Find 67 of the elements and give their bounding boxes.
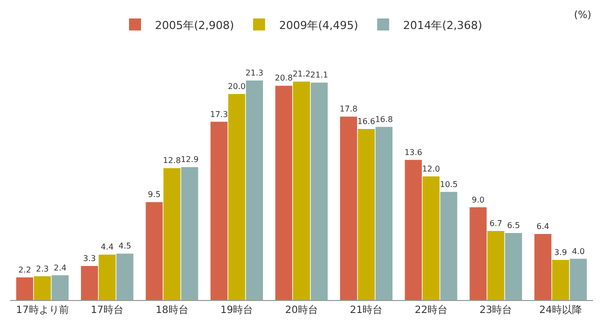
- data-label: 3.9: [554, 248, 567, 257]
- data-label: 2.4: [54, 263, 66, 272]
- bar: [228, 94, 246, 300]
- bar: [375, 126, 392, 300]
- bar: [505, 233, 522, 300]
- data-label: 17.8: [340, 104, 358, 114]
- x-tick-label: 22時台: [414, 304, 448, 316]
- bar: [116, 254, 134, 300]
- x-tick-label: 20時台: [285, 304, 318, 316]
- text: (%): [574, 10, 592, 21]
- bar: [440, 192, 458, 300]
- data-label: 12.0: [422, 164, 440, 174]
- bar: [246, 80, 263, 300]
- x-tick-label: 24時以降: [539, 304, 582, 316]
- x-tick-label: 18時台: [156, 304, 188, 316]
- data-label: 20.8: [274, 74, 293, 83]
- bar: [16, 277, 34, 300]
- bar: [358, 128, 375, 300]
- legend-label: 2005年(2,908): [155, 18, 234, 32]
- data-label: 21.2: [292, 70, 310, 79]
- bar: [146, 202, 163, 300]
- data-label: 4.5: [118, 242, 132, 251]
- bar: [422, 176, 440, 300]
- bar: [275, 86, 292, 300]
- data-label: 21.3: [246, 68, 264, 78]
- data-label: 6.4: [536, 222, 550, 232]
- data-label: 12.9: [180, 155, 199, 164]
- data-label: 6.5: [507, 221, 520, 230]
- bar: [340, 116, 358, 300]
- data-label: 17.3: [210, 110, 228, 119]
- bar: [310, 82, 328, 300]
- x-tick-label: 17時台: [90, 304, 124, 316]
- bar: [487, 230, 504, 300]
- data-label: 20.0: [228, 82, 246, 91]
- data-label: 4.0: [572, 246, 585, 256]
- x-tick-label: 23時台: [479, 304, 512, 316]
- data-label: 9.5: [148, 190, 161, 200]
- x-tick-label: 17時より前: [16, 304, 69, 316]
- bar: [570, 258, 587, 300]
- x-tick-label: 21時台: [350, 304, 383, 316]
- x-tick-label: 19時台: [220, 304, 254, 316]
- data-label: 2.3: [36, 264, 49, 274]
- data-label: 9.0: [472, 195, 484, 204]
- bar: [163, 168, 180, 300]
- bar: [470, 207, 487, 300]
- bar: [293, 82, 310, 300]
- data-label: 16.8: [375, 114, 393, 124]
- data-label: 4.4: [100, 242, 114, 252]
- bar: [80, 266, 98, 300]
- bar: [552, 260, 570, 300]
- bar: [181, 167, 198, 300]
- legend-label: 2014年(2,368): [403, 18, 482, 32]
- data-label: 16.6: [357, 116, 376, 126]
- data-label: 2.2: [18, 265, 32, 274]
- data-label: 10.5: [440, 180, 458, 189]
- data-label: 12.8: [163, 156, 181, 166]
- bar: [534, 234, 552, 300]
- data-label: 3.3: [83, 254, 96, 263]
- data-label: 21.1: [310, 70, 328, 80]
- data-label: 6.7: [489, 218, 502, 228]
- bar: [52, 275, 69, 300]
- bar: [98, 254, 116, 300]
- data-label: 13.6: [404, 148, 422, 157]
- bar: [210, 122, 228, 300]
- bar: [404, 160, 422, 300]
- bar: [34, 276, 51, 300]
- legend-label: 2009年(4,495): [279, 18, 358, 32]
